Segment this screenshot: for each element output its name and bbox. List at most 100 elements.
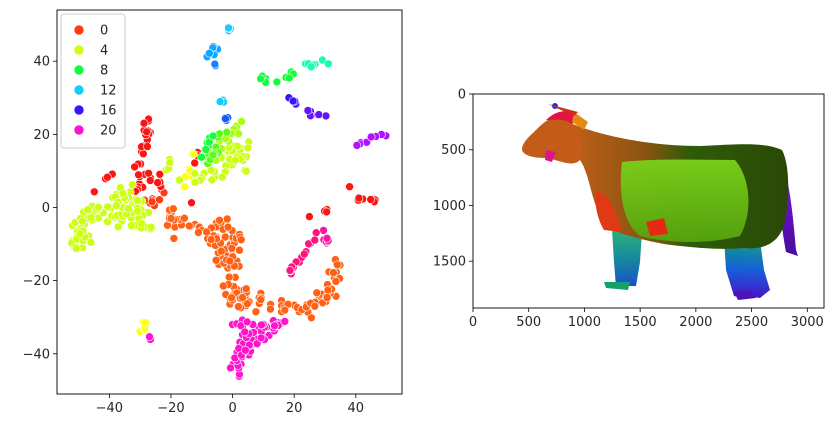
scatter-point	[288, 96, 298, 106]
cow-back-hoof	[734, 290, 756, 300]
scatter-point	[256, 74, 265, 83]
scatter-point	[354, 193, 364, 203]
legend-marker	[73, 64, 85, 76]
legend-label: 16	[100, 104, 117, 119]
scatter-point	[103, 172, 112, 182]
legend-marker	[73, 124, 85, 136]
x-tick-label: 500	[516, 315, 541, 330]
x-tick-label: 40	[348, 401, 365, 416]
scatter-point	[322, 207, 331, 217]
scatter-point	[155, 195, 164, 204]
scatter-point	[208, 131, 218, 141]
scatter-point	[284, 73, 294, 83]
scatter-point	[86, 213, 96, 222]
scatter-point	[241, 345, 250, 355]
cow-axes-frame	[472, 93, 825, 309]
scatter-point	[280, 317, 290, 326]
legend-entries: 0 4 8 12 16 20	[73, 24, 117, 139]
scatter-point	[202, 227, 211, 237]
scatter-point	[310, 301, 320, 311]
x-tick-label: 3000	[791, 315, 824, 330]
scatter-point	[75, 229, 85, 238]
legend-label: 8	[100, 64, 108, 79]
scatter-point	[103, 202, 112, 212]
scatter-point	[201, 145, 211, 154]
scatter-point	[312, 288, 322, 298]
cow-x-axis: 0 500 1000 1500 2000 2500 3000	[469, 308, 824, 330]
scatter-point	[345, 182, 354, 191]
scatter-point	[323, 59, 333, 69]
y-tick-label: 500	[441, 143, 466, 158]
scatter-point	[266, 304, 275, 314]
cow-horn	[572, 112, 588, 130]
scatter-point	[169, 234, 179, 243]
scatter-point	[211, 255, 221, 265]
scatter-point	[155, 170, 165, 179]
scatter-point	[235, 245, 244, 255]
scatter-point	[137, 219, 146, 228]
scatter-point	[322, 234, 332, 243]
legend-marker	[73, 104, 85, 116]
cow-front-leg-2	[624, 230, 642, 286]
cow-horn-left	[548, 104, 578, 116]
scatter-point	[215, 97, 225, 106]
scatter-point	[231, 155, 240, 165]
scatter-y-axis: −40 −20 0 20 40	[23, 55, 57, 362]
scatter-point	[236, 321, 246, 331]
y-tick-label: 1500	[433, 255, 466, 270]
x-tick-label: 2500	[735, 315, 768, 330]
scatter-point	[139, 149, 148, 159]
scatter-point	[207, 175, 217, 185]
scatter-point	[227, 244, 237, 253]
scatter-point	[187, 198, 196, 207]
scatter-point	[215, 216, 224, 225]
scatter-point	[329, 268, 338, 277]
scatter-point	[165, 158, 175, 167]
scatter-point	[225, 256, 235, 266]
scatter-point	[190, 169, 200, 178]
scatter-point	[280, 305, 290, 315]
scatter-point	[139, 118, 149, 128]
scatter-point	[143, 142, 152, 151]
legend-marker	[73, 44, 85, 56]
scatter-point	[144, 169, 153, 178]
scatter-point	[240, 327, 250, 337]
y-tick-label: −40	[23, 347, 50, 362]
legend-marker	[73, 84, 85, 96]
scatter-point	[205, 48, 214, 58]
scatter-point	[236, 235, 246, 245]
scatter-point	[319, 226, 328, 235]
scatter-point	[332, 260, 342, 270]
scatter-point	[222, 214, 232, 224]
scatter-point	[180, 182, 189, 192]
legend: 0 4 8 12 16 20	[60, 13, 126, 149]
scatter-point	[112, 201, 121, 210]
scatter-point	[304, 239, 313, 249]
x-tick-label: 20	[286, 401, 303, 416]
scatter-point	[257, 320, 266, 330]
scatter-point	[352, 141, 362, 150]
x-tick-label: −20	[157, 401, 184, 416]
scatter-point	[145, 332, 154, 342]
scatter-point	[127, 221, 136, 230]
y-tick-label: 0	[458, 88, 466, 103]
x-tick-label: 1000	[568, 315, 601, 330]
y-tick-label: 20	[33, 128, 50, 143]
scatter-point	[190, 178, 200, 187]
y-tick-label: 0	[42, 201, 50, 216]
cow-front-hoof	[604, 282, 630, 290]
scatter-point	[169, 204, 178, 213]
cow-back-leg-2	[724, 238, 752, 298]
scatter-point	[223, 222, 233, 232]
scatter-point	[242, 317, 252, 327]
scatter-point	[322, 293, 332, 302]
scatter-point	[113, 222, 123, 232]
scatter-point	[78, 217, 87, 226]
cow-ear	[546, 111, 578, 124]
y-tick-label: 40	[33, 55, 50, 70]
scatter-point	[145, 176, 155, 185]
scatter-point	[234, 302, 243, 311]
scatter-point	[242, 166, 251, 176]
y-tick-label: −20	[23, 274, 50, 289]
